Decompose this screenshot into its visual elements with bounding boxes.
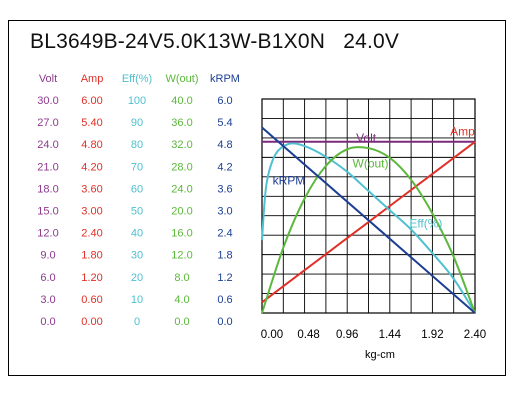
scale-tick-label: 6.0 [40,272,55,284]
series-label: W(out) [353,156,389,170]
plot-grid [261,98,476,314]
scale-tick-label: 50 [131,206,143,218]
scale-tick-label: 2.40 [81,228,102,240]
scale-tick-label: 8.0 [174,272,189,284]
scale-tick-label: 9.0 [40,250,55,262]
x-tick-label: 0.96 [336,329,358,341]
series-label: Amp [450,124,475,138]
scale-tick-label: 70 [131,161,143,173]
scale-tick-label: 40.0 [171,95,192,107]
chart-frame [8,20,506,376]
series-label: kRPM [273,174,306,188]
series-line-w-out [261,146,476,314]
scale-tick-label: 0.0 [217,316,232,328]
scale-tick-label: 1.8 [217,250,232,262]
scale-tick-label: 4.0 [174,294,189,306]
scale-tick-label: 6.0 [217,95,232,107]
scale-tick-label: 12.0 [37,228,58,240]
axis-scale-columns: Volt 30.0 27.0 24.0 21.0 18.0 15.0 12.0 9.0 6.0 3.… [37,73,240,328]
scale-tick-label: 20.0 [171,206,192,218]
chart-title-voltage: 24.0V [343,30,400,53]
scale-tick-label: 90 [131,117,143,129]
scale-tick-label: 100 [128,95,146,107]
series-lines [261,126,476,314]
scale-tick-label: 20 [131,272,143,284]
series-line-eff [261,142,476,314]
scale-tick-label: 0.00 [81,316,102,328]
series-label: Volt [356,131,377,145]
series-line-amp [261,141,476,304]
x-tick-label: 0.00 [261,329,283,341]
scale-tick-label: 6.00 [81,95,102,107]
scale-tick-label: 0.6 [217,294,232,306]
scale-tick-label: 3.60 [81,183,102,195]
scale-tick-label: 0.0 [174,316,189,328]
scale-tick-label: 4.20 [81,161,102,173]
scale-tick-label: 5.40 [81,117,102,129]
scale-tick-label: 36.0 [171,117,192,129]
scale-tick-label: 60 [131,183,143,195]
x-tick-label: 1.44 [379,329,402,341]
scale-tick-label: 1.2 [217,272,232,284]
scale-tick-label: 0 [134,316,140,328]
scale-tick-label: 3.6 [217,183,232,195]
scale-tick-label: 1.20 [81,272,102,284]
scale-tick-label: 24.0 [171,183,192,195]
series-line-krpm [261,126,476,314]
scale-header: Volt [39,73,57,85]
scale-tick-label: 2.4 [217,228,232,240]
scale-tick-label: 28.0 [171,161,192,173]
scale-tick-label: 32.0 [171,139,192,151]
scale-tick-label: 12.0 [171,250,192,262]
scale-tick-label: 3.0 [40,294,55,306]
scale-tick-label: 18.0 [37,183,58,195]
scale-tick-label: 4.2 [217,161,232,173]
scale-tick-label: 4.80 [81,139,102,151]
x-tick-label: 2.40 [464,329,486,341]
scale-tick-label: 15.0 [37,206,58,218]
scale-tick-label: 30.0 [37,95,58,107]
x-tick-label: 1.92 [421,329,443,341]
scale-tick-label: 0.60 [81,294,102,306]
x-axis-label: kg-cm [365,349,395,361]
scale-tick-label: 21.0 [37,161,58,173]
scale-header: Amp [81,73,104,85]
scale-tick-label: 3.0 [217,206,232,218]
chart-title: BL3649B-24V5.0K13W-B1X0N 24.0V [30,30,399,54]
scale-tick-label: 27.0 [37,117,58,129]
x-tick-label: 0.48 [297,329,319,341]
scale-header: kRPM [210,73,240,85]
series-labels: Volt Amp W(out) kRPM Eff(%) [273,124,476,230]
scale-tick-label: 80 [131,139,143,151]
scale-header: Eff(%) [122,73,152,85]
scale-tick-label: 4.8 [217,139,232,151]
scale-tick-label: 3.00 [81,206,102,218]
scale-header: W(out) [166,73,199,85]
scale-tick-label: 0.0 [40,316,55,328]
scale-tick-label: 24.0 [37,139,58,151]
scale-tick-label: 40 [131,228,143,240]
scale-tick-label: 5.4 [217,117,232,129]
scale-tick-label: 16.0 [171,228,192,240]
scale-tick-label: 1.80 [81,250,102,262]
chart-title-model: BL3649B-24V5.0K13W-B1X0N [30,30,326,53]
series-label: Eff(%) [409,216,442,230]
scale-tick-label: 30 [131,250,143,262]
scale-tick-label: 10 [131,294,143,306]
x-tick-labels: 0.00 0.48 0.96 1.44 1.92 2.40 [261,329,486,341]
